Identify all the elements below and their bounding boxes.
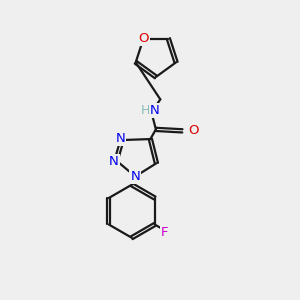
Text: N: N	[109, 155, 119, 168]
Text: N: N	[116, 132, 125, 145]
Text: H: H	[140, 104, 150, 117]
Text: F: F	[161, 226, 168, 239]
Text: O: O	[188, 124, 199, 137]
Text: O: O	[138, 32, 149, 45]
Text: N: N	[130, 170, 140, 183]
Text: N: N	[150, 104, 160, 117]
